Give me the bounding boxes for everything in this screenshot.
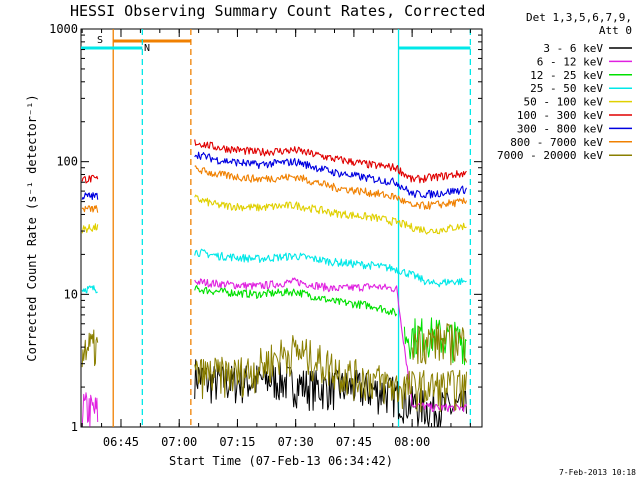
series-layer — [81, 139, 468, 427]
legend-label-6: 300 - 800 keV — [517, 122, 603, 135]
annotation-layer: SN — [81, 29, 472, 427]
legend-label-0: 3 - 6 keV — [543, 42, 603, 55]
series-1-line-0 — [81, 392, 99, 427]
series-7-line-0 — [81, 204, 99, 213]
series-4-line-0 — [81, 223, 99, 234]
series-4-line-1 — [194, 194, 467, 235]
x-tick-label-5: 08:00 — [394, 435, 430, 449]
plot-frame — [80, 28, 483, 428]
chart-title: HESSI Observing Summary Count Rates, Cor… — [70, 2, 485, 20]
x-tick-label-2: 07:15 — [219, 435, 255, 449]
y-tick-label-3: 1000 — [49, 22, 78, 36]
legend-label-3: 25 - 50 keV — [530, 82, 603, 95]
series-8-line-2 — [411, 323, 467, 366]
night-label: N — [144, 43, 150, 54]
series-2-line-0 — [194, 285, 398, 317]
legend-label-4: 50 - 100 keV — [524, 96, 604, 109]
x-tick-label-0: 06:45 — [103, 435, 139, 449]
series-6-line-0 — [81, 192, 99, 201]
series-8-line-0 — [81, 329, 99, 368]
saa-label: S — [97, 35, 103, 46]
series-7-line-1 — [194, 165, 468, 210]
y-tick-label-1: 10 — [64, 287, 78, 301]
legend-label-2: 12 - 25 keV — [530, 69, 603, 82]
series-3-line-1 — [194, 248, 467, 288]
legend-header-line-2: Att 0 — [599, 24, 632, 37]
y-axis-label: Corrected Count Rate (s⁻¹ detector⁻¹) — [25, 94, 39, 361]
series-3-line-0 — [81, 285, 98, 294]
legend-label-5: 100 - 300 keV — [517, 109, 603, 122]
x-axis-label: Start Time (07-Feb-13 06:34:42) — [169, 454, 393, 468]
series-5-line-1 — [194, 139, 467, 184]
legend-label-7: 800 - 7000 keV — [510, 136, 603, 149]
x-tick-label-1: 07:00 — [161, 435, 197, 449]
series-6-line-1 — [194, 151, 468, 199]
timestamp: 7-Feb-2013 10:18 — [559, 468, 636, 477]
series-800-7000keV-group — [81, 165, 468, 213]
x-tick-label-3: 07:30 — [278, 435, 314, 449]
series-100-300keV-group — [81, 139, 467, 184]
axis-layer: 06:45 07:00 07:15 07:30 07:45 08:00 1 10 100 1000 — [49, 22, 482, 449]
y-tick-label-0: 1 — [71, 420, 78, 434]
legend-label-1: 6 - 12 keV — [537, 55, 604, 68]
x-tick-label-4: 07:45 — [336, 435, 372, 449]
series-300-800keV-group — [81, 151, 468, 201]
y-tick-label-2: 100 — [56, 155, 78, 169]
series-5-line-0 — [81, 174, 99, 184]
legend-label-8: 7000 - 20000 keV — [497, 149, 603, 162]
legend-header-line-1: Det 1,3,5,6,7,9, — [526, 11, 632, 24]
series-7000-20000keV-group — [81, 323, 467, 413]
series-25-50keV-group — [81, 248, 467, 294]
series-50-100keV-group — [81, 194, 467, 235]
series-8-line-1 — [194, 335, 467, 413]
